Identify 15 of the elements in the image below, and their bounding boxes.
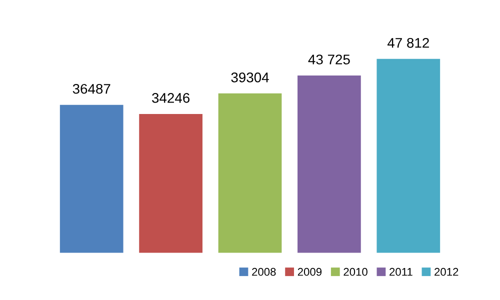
bar	[60, 104, 124, 253]
bar	[376, 58, 440, 253]
legend-label: 2011	[390, 268, 412, 276]
legend-label: 2009	[298, 268, 322, 276]
legend-label: 2010	[344, 268, 368, 276]
data-label: 43 725	[308, 54, 350, 64]
data-label: 47 812	[387, 38, 429, 48]
data-label: 34246	[152, 93, 190, 103]
legend-label: 2008	[252, 268, 276, 276]
data-label: 39304	[231, 72, 269, 82]
data-label: 36487	[72, 84, 110, 94]
bar	[218, 93, 282, 253]
bar	[139, 114, 202, 253]
bar	[298, 75, 361, 253]
legend-label: 2012	[434, 268, 458, 276]
